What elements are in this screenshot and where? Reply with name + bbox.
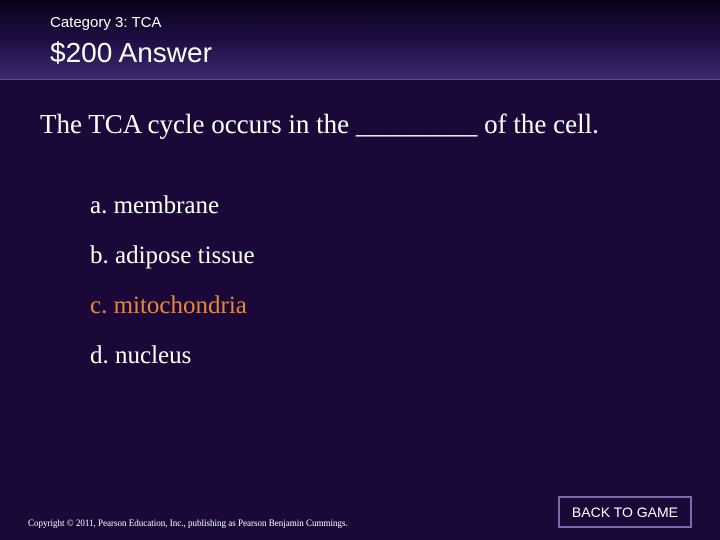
copyright-text: Copyright © 2011, Pearson Education, Inc…: [28, 518, 348, 528]
options-list: a. membrane b. adipose tissue c. mitocho…: [40, 192, 680, 370]
footer: Copyright © 2011, Pearson Education, Inc…: [28, 496, 692, 528]
question-text: The TCA cycle occurs in the _________ of…: [40, 108, 680, 142]
option-a: a. membrane: [90, 192, 680, 220]
answer-title: $200 Answer: [50, 37, 670, 69]
header-bar: Category 3: TCA $200 Answer: [0, 0, 720, 80]
content-area: The TCA cycle occurs in the _________ of…: [0, 80, 720, 370]
option-b: b. adipose tissue: [90, 242, 680, 270]
option-c: c. mitochondria: [90, 292, 680, 320]
option-d: d. nucleus: [90, 342, 680, 370]
back-to-game-button[interactable]: BACK TO GAME: [558, 496, 692, 528]
category-label: Category 3: TCA: [50, 14, 670, 31]
